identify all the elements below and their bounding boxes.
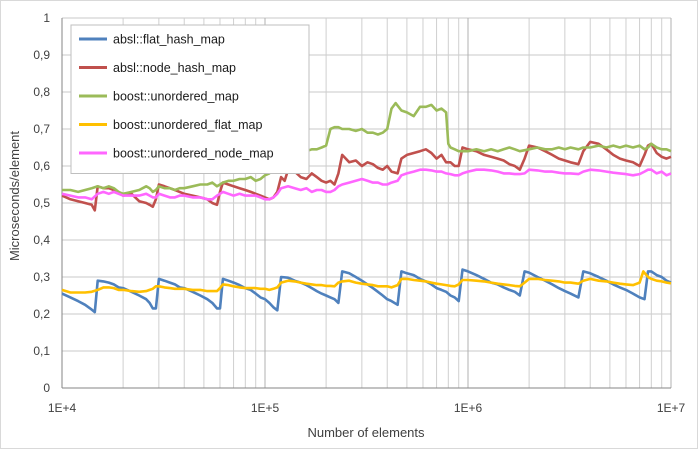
legend-box <box>70 24 310 174</box>
series-line-5 <box>61 168 672 201</box>
x-tick-label: 1E+4 <box>48 401 77 415</box>
legend-entry: absl::flat_hash_map <box>113 33 225 47</box>
x-axis-tick-labels: 1E+4 1E+5 1E+6 1E+7 <box>48 401 686 415</box>
y-tick-label: 1 <box>43 11 50 25</box>
x-tick-label: 1E+7 <box>657 401 686 415</box>
y-tick-label: 0,2 <box>33 307 50 321</box>
y-tick-label: 0,3 <box>33 270 50 284</box>
legend-entry: boost::unordered_map <box>113 90 239 104</box>
y-axis-tick-labels: 0 0,1 0,2 0,3 0,4 0,5 0,6 0,7 0,8 0,9 1 <box>33 11 50 395</box>
y-tick-label: 0,1 <box>33 344 50 358</box>
series-lines <box>61 101 672 314</box>
y-tick-label: 0 <box>43 381 50 395</box>
series-line-3 <box>62 101 672 196</box>
x-tick-label: 1E+5 <box>251 401 280 415</box>
legend-entry: boost::unordered_flat_map <box>113 118 262 132</box>
y-axis-title: Microseconds/element <box>7 131 22 261</box>
series-line-4 <box>61 270 672 294</box>
y-tick-label: 0,8 <box>33 85 50 99</box>
legend-entry: absl::node_hash_map <box>113 61 236 75</box>
y-tick-label: 0,6 <box>33 159 50 173</box>
plot-area <box>61 18 671 389</box>
legend-entry: boost::unordered_node_map <box>113 147 274 161</box>
series-line-1 <box>61 268 672 314</box>
legend: absl::flat_hash_mapabsl::node_hash_mapbo… <box>70 24 310 174</box>
x-axis-title: Number of elements <box>307 425 425 440</box>
y-tick-label: 0,7 <box>33 122 50 136</box>
series-line-2 <box>61 140 672 212</box>
y-tick-label: 0,9 <box>33 48 50 62</box>
x-tick-label: 1E+6 <box>454 401 483 415</box>
y-tick-label: 0,5 <box>33 196 50 210</box>
y-tick-label: 0,4 <box>33 233 50 247</box>
